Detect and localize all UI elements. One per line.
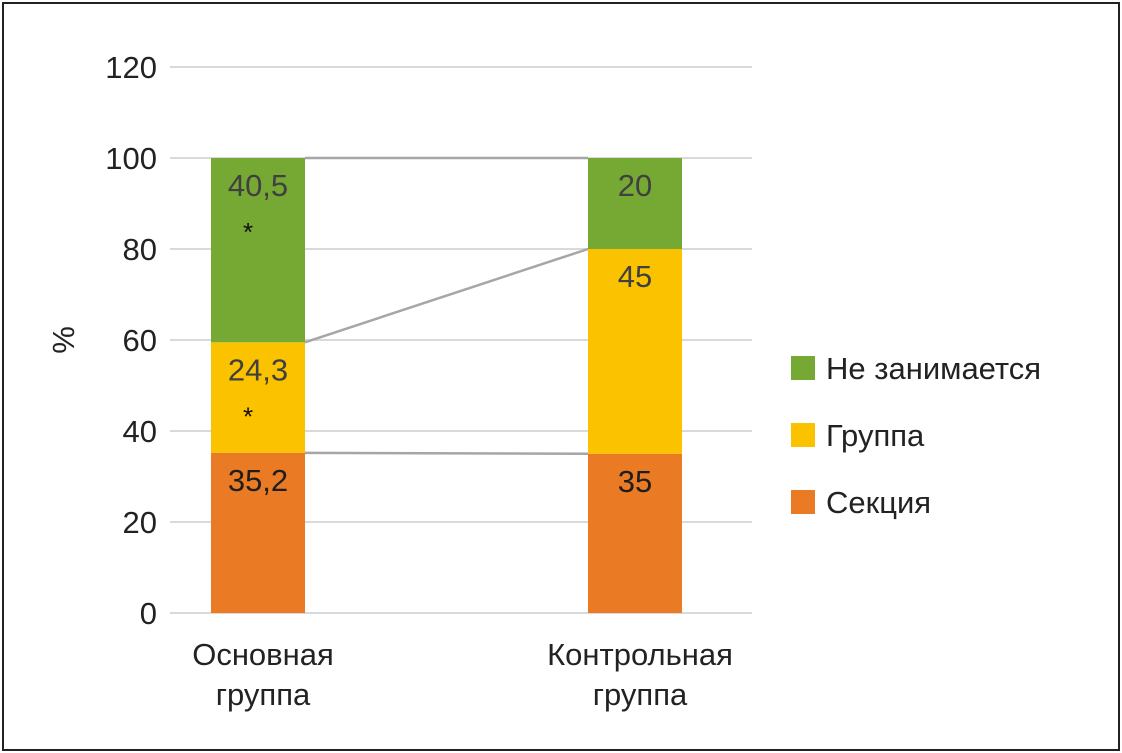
bar-segment — [588, 158, 682, 249]
x-tick-label: Основная — [192, 637, 334, 672]
bar-segment — [588, 453, 682, 613]
x-tick-label: Контрольная — [547, 637, 733, 672]
series-line — [304, 247, 589, 344]
data-label: 40,5 — [228, 168, 288, 203]
legend-swatch — [791, 423, 815, 447]
data-label: 24,3 — [228, 352, 288, 387]
legend-swatch — [791, 356, 815, 380]
series-line — [304, 451, 589, 455]
data-label: 35 — [618, 464, 652, 499]
y-tick-label: 20 — [123, 505, 157, 540]
legend-label: Группа — [826, 418, 925, 453]
bar-segment — [211, 158, 305, 343]
data-label: 35,2 — [228, 463, 288, 498]
y-tick-label: 40 — [123, 414, 157, 449]
y-tick-label: 60 — [123, 323, 157, 358]
x-tick-label: группа — [216, 677, 311, 712]
y-tick-label: 0 — [140, 596, 157, 631]
x-tick-label: группа — [593, 677, 688, 712]
significance-mark: * — [243, 401, 253, 431]
legend-label: Не занимается — [826, 351, 1041, 386]
bar-segment — [211, 342, 305, 453]
y-tick-label: 120 — [105, 50, 157, 85]
legend-label: Секция — [826, 485, 931, 520]
legend-swatch — [791, 490, 815, 514]
bar-segment — [588, 249, 682, 454]
y-axis-label: % — [46, 326, 81, 354]
data-label: 20 — [618, 168, 652, 203]
bar-segment — [211, 452, 305, 613]
y-tick-label: 100 — [105, 141, 157, 176]
y-tick-label: 80 — [123, 232, 157, 267]
data-label: 45 — [618, 259, 652, 294]
significance-mark: * — [243, 217, 253, 247]
